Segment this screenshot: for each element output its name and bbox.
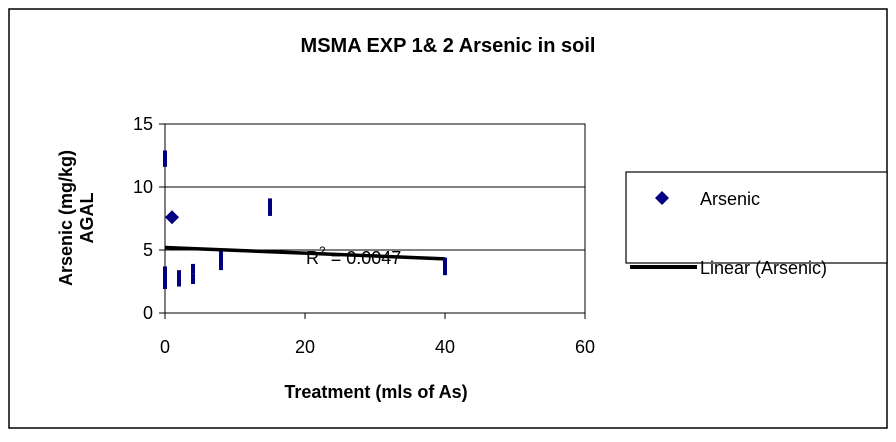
data-point: [219, 260, 223, 271]
data-point: [268, 198, 272, 209]
x-tick-label: 60: [575, 337, 595, 357]
data-point: [191, 273, 195, 284]
data-point: [177, 270, 181, 281]
data-point: [219, 251, 223, 262]
trendline-linear-arsenic: [164, 245, 446, 261]
data-points: [163, 150, 447, 290]
legend-label-linear: Linear (Arsenic): [700, 258, 827, 278]
r-squared-exp: 2: [319, 244, 326, 258]
data-point: [268, 205, 272, 216]
x-axis-title: Treatment (mls of As): [284, 382, 467, 402]
data-point: [443, 265, 447, 276]
legend-label-arsenic: Arsenic: [700, 189, 760, 209]
x-tick-label: 20: [295, 337, 315, 357]
y-tick-label: 15: [133, 114, 153, 134]
legend-box: [625, 171, 888, 264]
data-point: [163, 266, 167, 277]
y-axis-title-line-2: AGAL: [77, 193, 97, 244]
y-axis-title-line-1: Arsenic (mg/kg): [56, 150, 76, 286]
y-axis-title: Arsenic (mg/kg) AGAL: [56, 150, 97, 286]
data-point: [163, 156, 167, 167]
plot-area: [164, 123, 586, 314]
data-point: [165, 210, 179, 225]
x-tick-label: 0: [160, 337, 170, 357]
trendline-layer: [164, 245, 446, 261]
data-point: [163, 150, 167, 161]
data-point: [177, 276, 181, 287]
y-tick-label: 10: [133, 177, 153, 197]
chart-title: MSMA EXP 1& 2 Arsenic in soil: [301, 35, 596, 57]
y-tick-label: 5: [143, 240, 153, 260]
data-point: [443, 257, 447, 268]
r-squared-value: = 0.0047: [326, 248, 402, 268]
r-squared-label: R2 = 0.0047: [306, 244, 401, 268]
legend: Arsenic Linear (Arsenic): [625, 171, 888, 278]
axes: 0 5 10 15 0 20 40 60: [133, 114, 595, 357]
legend-marker-arsenic: [655, 191, 669, 205]
x-tick-label: 40: [435, 337, 455, 357]
data-point: [163, 279, 167, 290]
data-point: [191, 263, 195, 274]
y-tick-label: 0: [143, 303, 153, 323]
r-squared-base: R: [306, 248, 319, 268]
data-point: [163, 272, 167, 283]
